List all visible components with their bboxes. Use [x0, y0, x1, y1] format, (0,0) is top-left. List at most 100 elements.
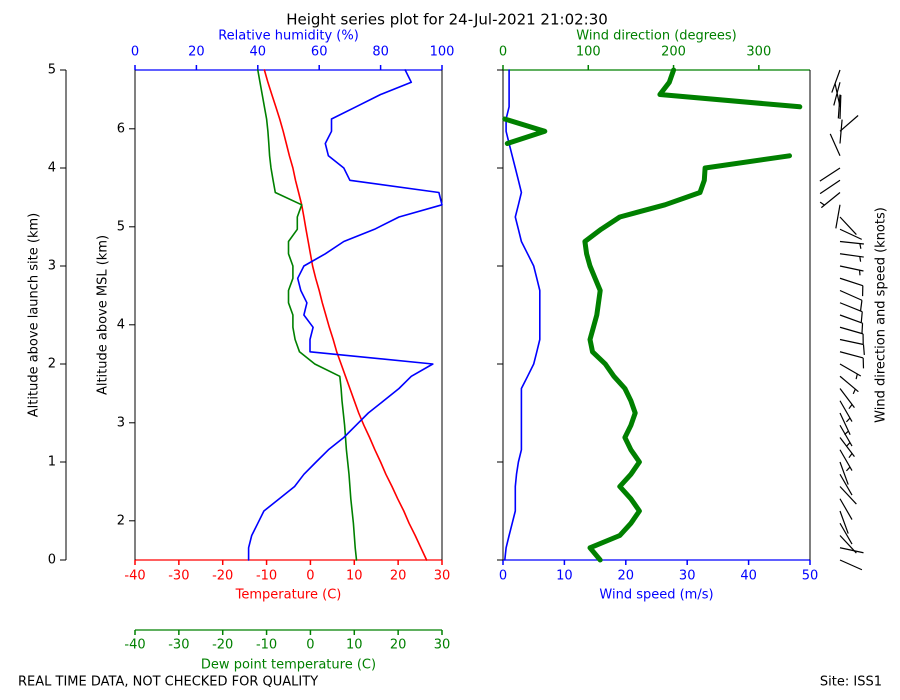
- y-axis-label: Altitude above launch site (km): [27, 213, 42, 417]
- barb-staff: [839, 498, 853, 520]
- wind-barb: [839, 338, 865, 355]
- x-tick-label: -30: [168, 569, 189, 584]
- wind-barb: [839, 559, 863, 571]
- barb-staff: [839, 559, 863, 571]
- x-tick-label: 0: [306, 569, 314, 584]
- wind-barb: [839, 302, 863, 323]
- barb-staff: [819, 179, 841, 195]
- wind-barb: [839, 115, 859, 132]
- barb-staff: [839, 535, 857, 554]
- x-tick-label: 80: [372, 45, 389, 60]
- barb-staff: [839, 473, 853, 496]
- x-tick-label: 30: [679, 569, 696, 584]
- x-tick-label: -10: [256, 569, 277, 584]
- wind-barb: [839, 94, 842, 120]
- y-tick-label: 5: [48, 63, 56, 78]
- wind-barb: [839, 314, 864, 334]
- wind-barb: [839, 547, 864, 554]
- barb-feather: [845, 442, 851, 447]
- wind-barb: [839, 363, 862, 380]
- barb-staff: [839, 216, 857, 235]
- profile-line: [263, 69, 428, 561]
- profile-line: [257, 69, 358, 561]
- barb-staff: [819, 167, 841, 182]
- x-tick-label: -20: [212, 638, 233, 653]
- x-tick-label: 50: [802, 569, 819, 584]
- wind-barb: [839, 253, 864, 262]
- barb-feather: [844, 430, 849, 436]
- footer-site: Site: ISS1: [820, 675, 882, 690]
- wind-barb: [839, 424, 853, 447]
- x-tick-label: 20: [618, 569, 635, 584]
- profile-line: [247, 69, 443, 561]
- x-tick-label: 30: [434, 569, 451, 584]
- wind-barb: [833, 82, 841, 106]
- barb-staff: [839, 228, 863, 240]
- barb-staff: [831, 69, 841, 93]
- wind-barb: [839, 289, 863, 311]
- barb-feather: [855, 373, 858, 380]
- wind-barb: [839, 473, 853, 496]
- barb-feather: [861, 323, 864, 334]
- x-tick-label: 40: [250, 45, 267, 60]
- wind-barb: [839, 277, 864, 297]
- barb-staff: [839, 510, 849, 534]
- x-tick-label: 20: [390, 638, 407, 653]
- wind-barb: [839, 498, 853, 520]
- wind-barb: [839, 449, 853, 472]
- x-tick-label: 10: [346, 569, 363, 584]
- wind-barb: [839, 326, 864, 345]
- barb-feather: [852, 388, 856, 395]
- barb-staff: [839, 289, 863, 301]
- y2-tick-label: 4: [117, 317, 125, 332]
- x-tick-label: 0: [499, 45, 507, 60]
- x-tick-label: 40: [740, 569, 757, 584]
- y-tick-label: 1: [48, 455, 56, 470]
- wind-barb: [829, 133, 841, 156]
- wind-barb: [839, 461, 849, 485]
- barb-label: Wind direction and speed (knots): [874, 207, 889, 423]
- barb-staff: [839, 351, 864, 359]
- y-tick-label: 2: [48, 357, 56, 372]
- x-axis-label: Temperature (C): [235, 588, 342, 603]
- wind-barb: [819, 179, 841, 195]
- barb-staff: [833, 82, 841, 106]
- x-axis-label: Wind direction (degrees): [576, 29, 736, 44]
- wind-barb: [837, 94, 841, 119]
- barb-feather: [860, 300, 863, 311]
- wind-barb: [839, 510, 849, 534]
- barb-staff: [835, 204, 841, 229]
- profile-line: [504, 69, 541, 561]
- x-tick-label: 10: [556, 569, 573, 584]
- wind-barb: [839, 119, 843, 144]
- x-tick-label: -40: [124, 638, 145, 653]
- wind-barb: [839, 228, 863, 240]
- x-tick-label: 100: [430, 45, 455, 60]
- wind-barb: [839, 400, 853, 423]
- x-tick-label: 20: [390, 569, 407, 584]
- wind-barb: [831, 69, 841, 93]
- x-tick-label: 0: [306, 638, 314, 653]
- barb-feather: [819, 201, 825, 206]
- x-axis-label: Relative humidity (%): [218, 29, 359, 44]
- wind-barb: [839, 388, 855, 410]
- footer-note: REAL TIME DATA, NOT CHECKED FOR QUALITY: [18, 675, 318, 690]
- wind-barb: [839, 240, 864, 249]
- x-tick-label: -40: [124, 569, 145, 584]
- y-tick-label: 0: [48, 553, 56, 568]
- x-tick-label: 200: [661, 45, 686, 60]
- wind-barb: [839, 412, 851, 436]
- x-tick-label: -30: [168, 638, 189, 653]
- barb-feather: [860, 311, 863, 323]
- wind-barb: [839, 265, 864, 276]
- barb-staff: [839, 277, 864, 287]
- wind-barb: [839, 216, 857, 235]
- barb-staff: [839, 338, 864, 346]
- x-tick-label: 30: [434, 638, 451, 653]
- barb-feather: [848, 404, 853, 410]
- barb-staff: [839, 302, 863, 313]
- wind-barb: [835, 204, 841, 229]
- barb-staff: [837, 94, 841, 119]
- y-tick-label: 3: [48, 259, 56, 274]
